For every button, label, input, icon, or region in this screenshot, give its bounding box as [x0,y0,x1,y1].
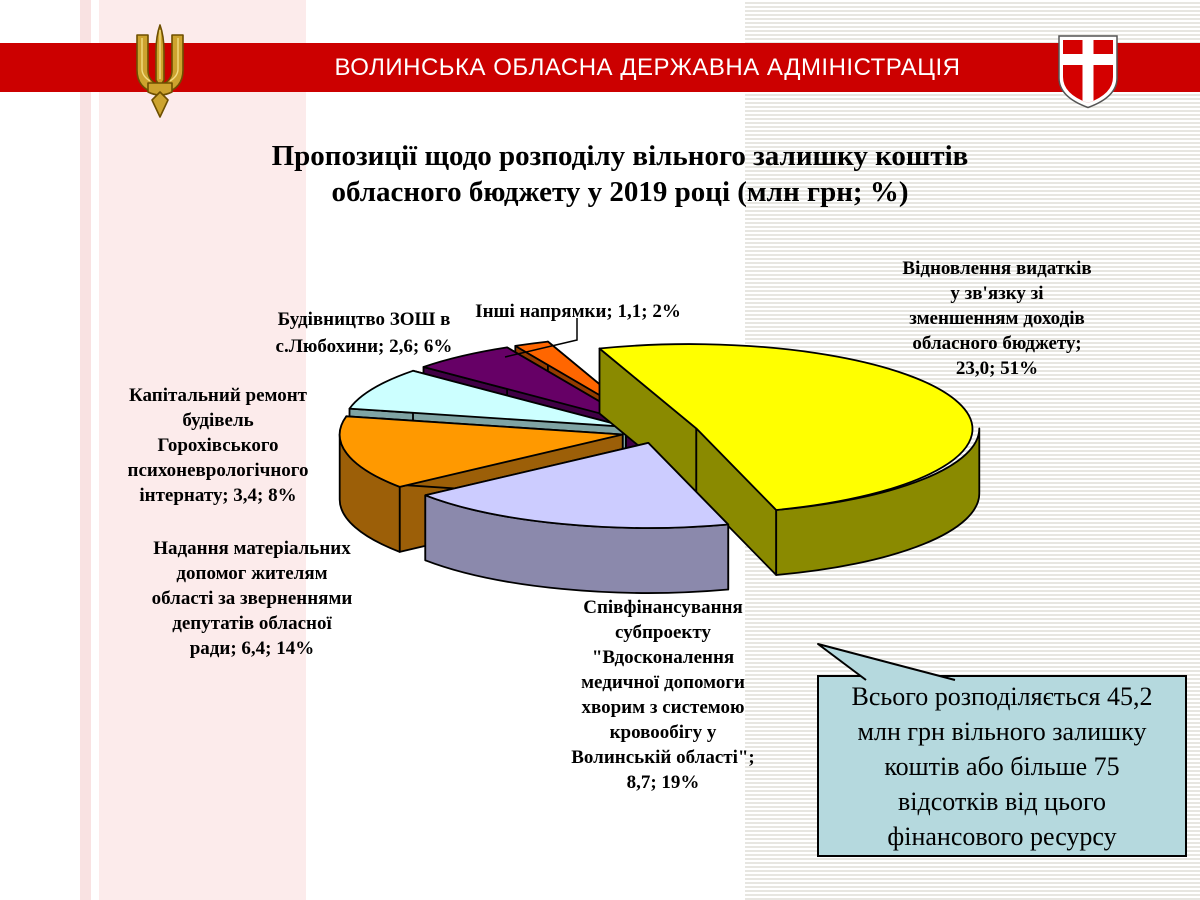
pie-label-other-directions: Інші напрямки; 1,1; 2% [475,301,681,322]
header-red-band [0,43,1200,92]
callout-text: Всього розподіляється 45,2 млн грн вільн… [851,681,1153,851]
pie-label-capital-repair: Капітальний ремонт будівель Горохівськог… [127,385,309,506]
left-pink-stripe [80,0,91,900]
volyn-coat-of-arms-icon [1058,35,1118,109]
header-title: ВОЛИНСЬКА ОБЛАСНА ДЕРЖАВНА АДМІНІСТРАЦІЯ [334,53,961,81]
left-pink-panel [99,0,306,900]
slide-title: Пропозиції щодо розподілу вільного залиш… [271,140,969,208]
pie-label-material-aid: Надання матеріальних допомог жителям обл… [151,538,353,659]
pie-label-school-construction: Будівництво ЗОШ в с.Любохини; 2,6; 6% [275,309,453,357]
pie-label-cofinancing: Співфінансування субпроекту "Вдосконален… [571,597,755,793]
tryzub-trident-icon [136,24,184,118]
pie-label-restore-expenses: Відновлення видатків у зв'язку зі зменше… [902,258,1092,379]
callout-tail [817,643,956,681]
callout-box: Всього розподіляється 45,2 млн грн вільн… [817,675,1187,857]
